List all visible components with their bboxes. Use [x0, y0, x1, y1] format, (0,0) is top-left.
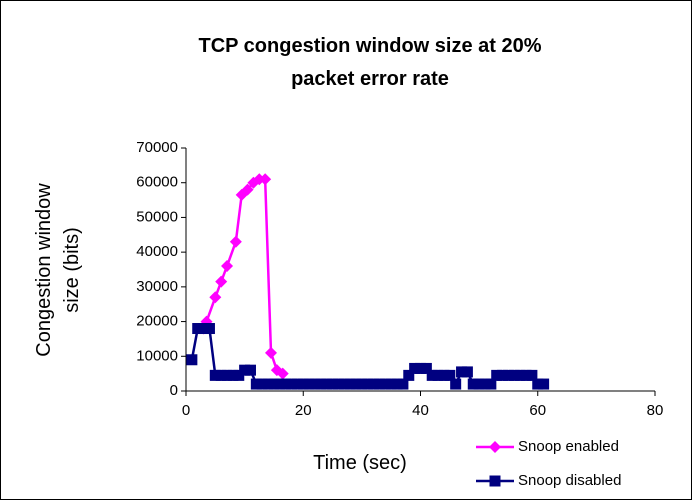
square-marker — [520, 369, 532, 381]
square-marker — [250, 378, 262, 390]
square-marker — [379, 378, 391, 390]
square-marker — [227, 369, 239, 381]
square-marker — [502, 369, 514, 381]
square-marker — [497, 369, 509, 381]
legend-label: Snoop disabled — [518, 472, 621, 489]
square-marker — [532, 378, 544, 390]
square-marker — [239, 364, 251, 376]
square-marker — [280, 378, 292, 390]
diamond-marker — [489, 441, 501, 453]
diamond-marker — [259, 173, 272, 186]
diamond-marker — [229, 235, 242, 248]
square-marker — [491, 369, 503, 381]
square-marker — [303, 378, 315, 390]
x-tick-label: 0 — [182, 402, 190, 419]
x-tick-label: 60 — [529, 402, 546, 419]
square-marker — [385, 378, 397, 390]
square-marker — [450, 378, 462, 390]
square-marker — [327, 378, 339, 390]
square-marker — [244, 364, 256, 376]
square-marker — [415, 362, 426, 374]
x-tick-label: 20 — [295, 402, 312, 419]
square-marker — [508, 369, 520, 381]
x-tick-label: 40 — [412, 402, 429, 419]
square-marker — [274, 378, 286, 390]
y-tick-label: 0 — [170, 382, 178, 399]
square-marker — [344, 378, 356, 390]
y-tick-label: 40000 — [136, 243, 178, 260]
square-marker — [391, 378, 403, 390]
diamond-marker — [215, 275, 228, 288]
diamond-marker — [247, 176, 260, 189]
square-marker — [356, 378, 368, 390]
y-tick-label: 70000 — [136, 139, 178, 156]
square-marker — [338, 378, 350, 390]
y-axis-label: Congestion window size (bits) — [33, 183, 83, 357]
chart-title: TCP congestion window size at 20% packet… — [198, 35, 542, 90]
square-marker — [221, 369, 233, 381]
square-marker — [403, 369, 415, 381]
y-tick-label: 20000 — [136, 313, 178, 330]
square-marker — [432, 369, 444, 381]
diamond-marker — [209, 291, 222, 304]
square-marker — [256, 378, 268, 390]
square-marker — [186, 354, 198, 366]
series-line — [202, 177, 284, 375]
diamond-marker — [241, 183, 254, 196]
square-marker — [444, 369, 456, 381]
y-tick-label: 30000 — [136, 278, 178, 295]
square-marker — [461, 366, 473, 378]
square-marker — [332, 378, 344, 390]
square-marker — [479, 378, 491, 390]
square-marker — [297, 378, 309, 390]
square-marker — [456, 366, 468, 378]
square-marker — [489, 475, 501, 487]
y-tick-label: 50000 — [136, 208, 178, 225]
square-marker — [409, 362, 421, 374]
square-marker — [291, 378, 303, 390]
square-marker — [420, 362, 432, 374]
x-axis-label: Time (sec) — [313, 452, 407, 474]
square-marker — [485, 378, 497, 390]
square-marker — [350, 378, 362, 390]
series-line — [190, 327, 544, 387]
square-marker — [209, 369, 221, 381]
square-marker — [309, 378, 321, 390]
square-marker — [526, 369, 538, 381]
square-marker — [397, 378, 409, 390]
square-marker — [438, 369, 450, 381]
square-marker — [262, 378, 274, 390]
square-marker — [286, 378, 298, 390]
square-marker — [192, 323, 204, 335]
square-marker — [514, 369, 526, 381]
square-marker — [467, 378, 479, 390]
square-marker — [373, 378, 385, 390]
diamond-marker — [221, 260, 234, 273]
y-tick-label: 10000 — [136, 347, 178, 364]
legend-label: Snoop enabled — [518, 438, 619, 455]
square-marker — [362, 378, 374, 390]
square-marker — [538, 378, 550, 390]
diamond-marker — [276, 367, 289, 380]
diamond-marker — [265, 346, 278, 359]
square-marker — [203, 323, 215, 335]
square-marker — [268, 378, 280, 390]
square-marker — [315, 378, 327, 390]
square-marker — [233, 369, 245, 381]
square-marker — [321, 378, 333, 390]
square-marker — [426, 369, 438, 381]
square-marker — [215, 369, 227, 381]
y-tick-label: 60000 — [136, 174, 178, 191]
square-marker — [473, 378, 485, 390]
square-marker — [368, 378, 380, 390]
x-tick-label: 80 — [647, 402, 664, 419]
square-marker — [198, 323, 210, 335]
